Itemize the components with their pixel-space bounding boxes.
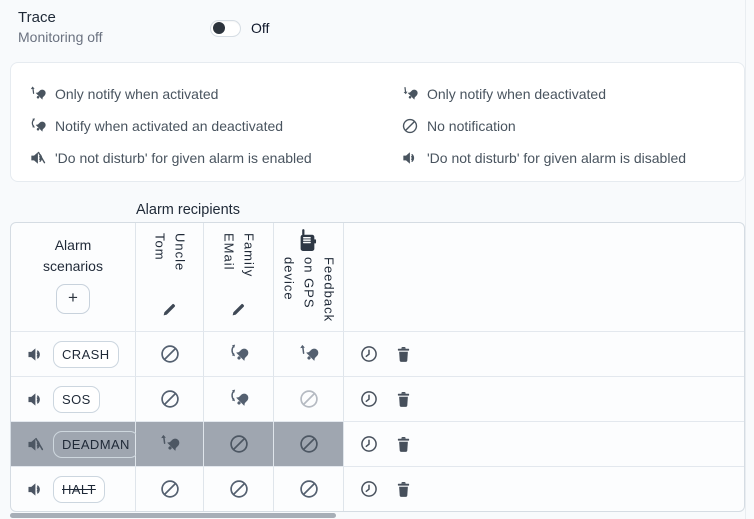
recipient-name: Feedback on GPS device [281, 257, 337, 323]
volume-off-icon [29, 149, 47, 167]
no-notification-icon [298, 478, 320, 500]
notification-cell[interactable] [136, 421, 204, 466]
scenario-button[interactable]: DEADMAN [53, 430, 139, 458]
notification-cell[interactable] [274, 421, 344, 466]
legend-item: 'Do not disturb' for given alarm is disa… [401, 149, 744, 167]
walkie-talkie-icon [295, 228, 322, 255]
notification-cell[interactable] [204, 421, 274, 466]
legend-item-label: 'Do not disturb' for given alarm is enab… [55, 150, 312, 166]
clock-icon[interactable] [359, 344, 379, 364]
scenario-button[interactable]: CRASH [53, 340, 119, 368]
volume-on-icon [401, 149, 419, 167]
legend-item: 'Do not disturb' for given alarm is enab… [29, 149, 401, 167]
header-spacer [344, 223, 744, 331]
notification-cell[interactable] [204, 466, 274, 511]
monitoring-toggle-group: Off [210, 18, 269, 38]
delete-icon[interactable] [394, 435, 413, 454]
scenario-column-header: Alarm scenarios + [11, 223, 136, 331]
volume-on-icon[interactable] [26, 390, 45, 409]
notification-cell[interactable] [274, 376, 344, 421]
no-notification-icon [228, 433, 250, 455]
recipient-name: Family EMail [221, 233, 257, 278]
delete-icon[interactable] [394, 390, 413, 409]
bell-both-icon [29, 117, 47, 135]
notification-cell[interactable] [136, 466, 204, 511]
notification-cell[interactable] [274, 466, 344, 511]
volume-on-icon[interactable] [26, 480, 45, 499]
edit-pencil-icon[interactable] [230, 301, 247, 318]
scenario-button[interactable]: SOS [53, 385, 100, 413]
clock-icon[interactable] [359, 389, 379, 409]
recipient-header-family-email[interactable]: Family EMail [204, 223, 274, 331]
clock-icon[interactable] [359, 434, 379, 454]
page-subtitle: Monitoring off [18, 29, 103, 45]
actions-cell [344, 466, 744, 511]
horizontal-scrollbar-thumb[interactable] [10, 513, 336, 518]
bell-deactivated-icon [401, 85, 419, 103]
no-notification-icon [159, 478, 181, 500]
notification-legend-list: Only notify when activated Notify when ac… [11, 63, 744, 174]
legend-item-label: Notify when activated an deactivated [55, 118, 284, 134]
delete-icon[interactable] [394, 480, 413, 499]
scenario-cell: CRASH [11, 331, 136, 376]
clock-icon[interactable] [359, 479, 379, 499]
recipient-name: Uncle Tom [152, 233, 188, 272]
bell-activated-icon [29, 85, 47, 103]
notification-cell[interactable] [274, 331, 344, 376]
no-notification-icon [401, 117, 419, 135]
notification-cell[interactable] [204, 331, 274, 376]
scenario-button[interactable]: HALT [53, 475, 105, 503]
legend-item-label: No notification [427, 118, 516, 134]
scenario-cell: HALT [11, 466, 136, 511]
legend-item-label: 'Do not disturb' for given alarm is disa… [427, 150, 687, 166]
scenario-cell: SOS [11, 376, 136, 421]
bell-activated-icon [159, 433, 181, 455]
actions-cell [344, 376, 744, 421]
bell-both-icon [228, 388, 250, 410]
no-notification-icon [298, 388, 320, 410]
actions-cell [344, 421, 744, 466]
no-notification-icon [228, 478, 250, 500]
notification-cell[interactable] [136, 331, 204, 376]
delete-icon[interactable] [394, 345, 413, 364]
legend-item: Only notify when activated [29, 85, 401, 103]
volume-on-icon[interactable] [26, 345, 45, 364]
volume-off-icon[interactable] [26, 435, 45, 454]
legend-item: No notification [401, 117, 744, 135]
edit-pencil-icon[interactable] [161, 301, 178, 318]
notification-cell[interactable] [136, 376, 204, 421]
notification-cell[interactable] [204, 376, 274, 421]
right-edge-divider [745, 0, 746, 519]
bell-both-icon [228, 343, 250, 365]
page-title: Trace [18, 9, 56, 26]
scenario-header-label: Alarm scenarios [43, 236, 103, 274]
scenario-cell: DEADMAN [11, 421, 139, 466]
legend-item: Only notify when deactivated [401, 85, 744, 103]
legend-item-label: Only notify when deactivated [427, 86, 606, 102]
bell-activated-icon [298, 343, 320, 365]
toggle-state-label: Off [251, 20, 270, 36]
no-notification-icon [159, 388, 181, 410]
legend-item: Notify when activated an deactivated [29, 117, 401, 135]
no-notification-icon [159, 343, 181, 365]
notification-legend-card: Only notify when activated Notify when ac… [10, 62, 745, 182]
alarm-recipients-table: Alarm scenarios + Uncle Tom Family EMail… [10, 222, 745, 512]
trace-header: Trace Monitoring off [18, 9, 103, 45]
legend-item-label: Only notify when activated [55, 86, 219, 102]
recipient-header-uncle-tom[interactable]: Uncle Tom [136, 223, 204, 331]
recipient-header-gps-device: Feedback on GPS device [274, 223, 344, 331]
actions-cell [344, 331, 744, 376]
add-scenario-button[interactable]: + [56, 283, 90, 314]
toggle-knob-icon [213, 22, 225, 34]
monitoring-toggle[interactable] [210, 19, 241, 37]
no-notification-icon [298, 433, 320, 455]
table-caption: Alarm recipients [136, 202, 240, 218]
